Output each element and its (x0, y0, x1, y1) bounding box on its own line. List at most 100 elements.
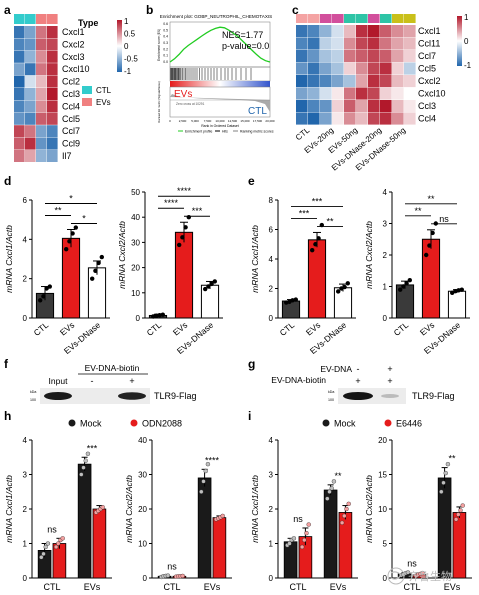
heatmap-c-group-cell (320, 14, 332, 23)
data-point (336, 289, 341, 294)
bar-2 (447, 290, 467, 319)
y-tick-label: 0 (23, 314, 28, 323)
heatmap-c-cell (308, 112, 320, 125)
data-point (39, 555, 44, 560)
bar-chart-i-right: 0 5 10 15 20 mRNA Cxcl2/Actb ns CTL ** EVs (364, 436, 472, 592)
data-point (287, 541, 292, 546)
legend-i-swatch (384, 419, 392, 427)
gsea-b-legend-hits: Hits (222, 130, 228, 134)
data-point (443, 470, 448, 476)
heatmap-c-scale-tick: -1 (464, 61, 472, 70)
data-point (331, 479, 337, 484)
heatmap-a-cell (14, 100, 25, 113)
gsea-b-rank-tick: 2,500 (179, 119, 187, 123)
heatmap-a-cell (14, 63, 25, 76)
blot-f-band-plus (118, 392, 146, 400)
heatmap-c-cell (380, 100, 392, 113)
data-point (456, 512, 461, 517)
heatmap-c-cell (392, 25, 404, 38)
heatmap-a-legend-ctl-label: CTL (96, 86, 112, 95)
legend-h-label: Mock (80, 419, 102, 429)
sig-label: ** (326, 216, 334, 226)
blot-g-marker-kda: kDa (328, 390, 334, 394)
heatmap-a-cell (47, 63, 58, 76)
heatmap-a-legend-ctl-swatch (82, 86, 92, 94)
legend-h-swatch (68, 419, 76, 427)
gsea-b-es-curve (169, 26, 271, 63)
y-tick-label: 30 (138, 471, 147, 480)
gsea-b: Enrichment plot: GOBP_NEUTROPHIL_CHEMOTA… (157, 14, 275, 134)
blot-g-row1-v2: + (387, 364, 392, 374)
panel-label-g: g (248, 357, 255, 371)
sig-label: **** (177, 186, 192, 196)
heatmap-a-cell (25, 50, 36, 63)
heatmap-a-gene-label: Ccl4 (62, 101, 80, 111)
data-point (344, 506, 349, 512)
gsea-b-nes: NES=1.77 (222, 30, 263, 40)
data-point (38, 298, 43, 303)
heatmap-a: Type Cxcl1 Cxcl2 Cxcl3 Cxcl10 Ccl2 Ccl3 Ccl4 Cc… (14, 14, 138, 162)
heatmap-c-cell (308, 62, 320, 75)
heatmap-a-scale-tick: 0.5 (124, 30, 136, 39)
y-tick-label: 4 (269, 255, 274, 264)
heatmap-a-cell (14, 137, 25, 150)
heatmap-a-cell (25, 112, 36, 125)
heatmap-c-cell (404, 75, 416, 88)
bar-1-1 (92, 508, 107, 579)
heatmap-a-cell (47, 112, 58, 125)
y-tick-label: 4 (383, 188, 388, 197)
sig-label: * (82, 214, 86, 224)
heatmap-c-cell (344, 50, 356, 63)
heatmap-a-gene-label: Cxcl1 (62, 27, 85, 37)
heatmap-a-cell (36, 150, 47, 162)
y-tick-label: 3 (269, 471, 274, 480)
gsea-b-legend-metric: Ranking metric scores (240, 130, 274, 134)
heatmap-a-gene-label: Ccl7 (62, 126, 80, 136)
y-tick-label: 5 (383, 540, 388, 549)
heatmap-a-gene-label: Cxcl3 (62, 52, 85, 62)
y-tick-label: 3 (23, 471, 28, 480)
data-point (199, 489, 204, 494)
heatmap-a-gene-label: Il7 (62, 151, 72, 161)
x-tick-label: EVs (171, 320, 189, 338)
y-tick-label: 1 (23, 540, 28, 549)
heatmap-c-cell (344, 37, 356, 50)
blot-g: EV-DNA - + EV-DNA-biotin + + kDa 100 TLR… (271, 364, 455, 404)
data-point (205, 461, 211, 467)
panel-label-f: f (4, 357, 9, 371)
data-point (79, 472, 84, 477)
sig-label: ** (334, 471, 342, 481)
data-point (424, 252, 429, 258)
gsea-b-rank-tick: 17,500 (253, 119, 263, 123)
heatmap-a-cell (47, 150, 58, 162)
heatmap-c-cell (356, 112, 368, 125)
data-point (186, 215, 191, 220)
heatmap-c-gene-label: Ccl3 (418, 101, 436, 111)
heatmap-a-scale-tick: 1 (124, 17, 129, 26)
heatmap-c-cell (380, 50, 392, 63)
data-point (63, 246, 69, 252)
gsea-b-ylabel-bottom: Ranked list metric (Signal2Noise) (157, 81, 161, 122)
blot-f-lane-minus: - (91, 376, 94, 386)
heatmap-c-cell (368, 87, 380, 100)
data-point (346, 501, 351, 506)
heatmap-a-cell (25, 125, 36, 138)
gsea-b-es-tick: 0.3 (163, 41, 168, 45)
heatmap-a-cell (36, 125, 47, 138)
heatmap-c-group-cell (368, 14, 380, 23)
gsea-b-ylabel-top: Enrichment score (ES) (157, 29, 161, 61)
x-tick-label: CTL (145, 320, 164, 338)
heatmap-a-gene-label: Ccl3 (62, 89, 80, 99)
y-tick-label: 40 (131, 213, 140, 222)
gsea-b-es-tick: 0.6 (163, 22, 168, 26)
gsea-b-zero-cross: Zero cross at 10291 (176, 102, 205, 106)
y-tick-label: 3 (383, 220, 388, 229)
legend-i-label: E6446 (396, 419, 422, 429)
heatmap-c-gene-label: Ccl11 (418, 39, 440, 49)
data-point (43, 544, 48, 550)
y-axis-label: mRNA Cxcl2/Actb (124, 475, 134, 543)
gsea-b-title: Enrichment plot: GOBP_NEUTROPHIL_CHEMOTA… (160, 14, 273, 19)
sig-label: *** (299, 208, 310, 218)
data-point (203, 468, 208, 474)
